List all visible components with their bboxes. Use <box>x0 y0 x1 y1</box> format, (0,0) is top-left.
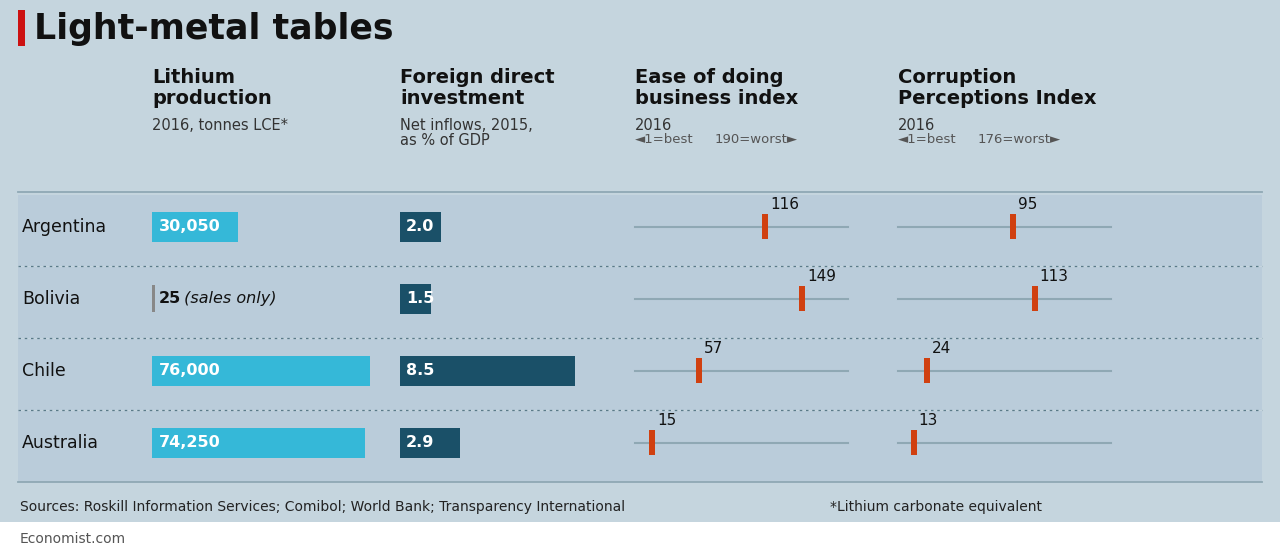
Text: Australia: Australia <box>22 434 99 451</box>
Text: 2.9: 2.9 <box>406 435 434 450</box>
Bar <box>399 212 442 242</box>
Text: 13: 13 <box>919 413 938 428</box>
Bar <box>18 10 26 46</box>
Text: 2016: 2016 <box>899 118 936 133</box>
Bar <box>696 358 701 384</box>
Text: 190=worst►: 190=worst► <box>716 133 799 146</box>
Bar <box>1032 286 1038 311</box>
Text: 176=worst►: 176=worst► <box>978 133 1061 146</box>
Text: production: production <box>152 89 271 108</box>
Bar <box>18 267 1262 338</box>
Text: 76,000: 76,000 <box>159 363 220 378</box>
Bar <box>152 356 370 386</box>
Text: 149: 149 <box>806 269 836 284</box>
Text: investment: investment <box>399 89 525 108</box>
Text: business index: business index <box>635 89 799 108</box>
Text: Foreign direct: Foreign direct <box>399 68 554 87</box>
Bar <box>18 339 1262 410</box>
Text: Light-metal tables: Light-metal tables <box>35 12 393 46</box>
Text: 57: 57 <box>704 341 723 356</box>
Text: 116: 116 <box>771 197 799 212</box>
Bar <box>799 286 805 311</box>
Bar <box>399 284 431 314</box>
Text: Sources: Roskill Information Services; Comibol; World Bank; Transparency Interna: Sources: Roskill Information Services; C… <box>20 500 625 514</box>
Text: Chile: Chile <box>22 362 65 380</box>
Bar <box>399 428 460 458</box>
Text: 15: 15 <box>657 413 676 428</box>
Bar <box>152 212 238 242</box>
Text: 1.5: 1.5 <box>406 291 434 306</box>
Bar <box>152 285 155 312</box>
Text: ◄1=best: ◄1=best <box>899 133 956 146</box>
Bar <box>911 430 916 455</box>
Bar <box>924 358 931 384</box>
Text: 95: 95 <box>1018 197 1037 212</box>
Bar <box>18 411 1262 482</box>
Bar <box>152 428 365 458</box>
Text: ◄1=best: ◄1=best <box>635 133 694 146</box>
Bar <box>399 356 575 386</box>
Text: Economist.com: Economist.com <box>20 532 127 546</box>
Text: 25: 25 <box>159 291 182 306</box>
Text: 2016: 2016 <box>635 118 672 133</box>
Text: 8.5: 8.5 <box>406 363 434 378</box>
Text: (sales only): (sales only) <box>179 291 276 306</box>
Text: 2016, tonnes LCE*: 2016, tonnes LCE* <box>152 118 288 133</box>
Text: Ease of doing: Ease of doing <box>635 68 783 87</box>
Text: 74,250: 74,250 <box>159 435 220 450</box>
Text: Corruption: Corruption <box>899 68 1016 87</box>
Bar <box>649 430 655 455</box>
Bar <box>1010 214 1016 240</box>
Text: Bolivia: Bolivia <box>22 290 81 307</box>
Text: 113: 113 <box>1039 269 1069 284</box>
Text: Perceptions Index: Perceptions Index <box>899 89 1097 108</box>
Text: as % of GDP: as % of GDP <box>399 133 490 148</box>
Text: 24: 24 <box>932 341 951 356</box>
Text: 2.0: 2.0 <box>406 219 434 234</box>
Text: Net inflows, 2015,: Net inflows, 2015, <box>399 118 532 133</box>
Bar <box>0 522 1280 556</box>
Bar <box>762 214 768 240</box>
Text: 30,050: 30,050 <box>159 219 220 234</box>
Bar <box>18 195 1262 266</box>
Text: *Lithium carbonate equivalent: *Lithium carbonate equivalent <box>829 500 1042 514</box>
Text: Lithium: Lithium <box>152 68 236 87</box>
Text: Argentina: Argentina <box>22 218 108 236</box>
